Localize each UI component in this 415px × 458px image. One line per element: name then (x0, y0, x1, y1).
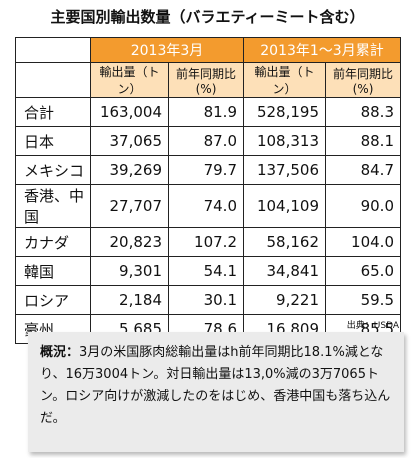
table-row: ロシア 2,184 30.1 9,221 59.5 (15, 285, 401, 315)
country-cell: 日本 (15, 126, 91, 156)
value-cell: 88.3 (325, 97, 401, 127)
value-cell: 34,841 (243, 256, 326, 286)
value-cell: 54.1 (168, 256, 244, 286)
value-cell: 108,313 (243, 126, 326, 156)
source: 出典：USDA (346, 321, 399, 331)
sub-header: 前年同期比(%) (325, 62, 401, 98)
value-cell: 104.0 (325, 227, 401, 257)
table-row: 韓国 9,301 54.1 34,841 65.0 (15, 256, 401, 286)
value-cell: 107.2 (168, 227, 244, 257)
value-cell: 65.0 (325, 256, 401, 286)
summary-text: 3月の米国豚肉総輸出量はh前年同期比18.1%減となり、16万3004トン。対日… (40, 345, 391, 426)
country-cell: 香港、中国 (15, 184, 91, 228)
value-cell: 84.7 (325, 155, 401, 185)
value-cell: 20,823 (90, 227, 169, 257)
value-cell: 74.0 (168, 184, 244, 228)
group-header: 2013年3月 (90, 37, 244, 63)
table-row: カナダ 20,823 107.2 58,162 104.0 (15, 227, 401, 257)
value-cell: 528,195 (243, 97, 326, 127)
table-row: 合計 163,004 81.9 528,195 88.3 (15, 97, 401, 127)
value-cell: 9,221 (243, 285, 326, 315)
value-cell: 2,184 (90, 285, 169, 315)
value-cell: 27,707 (90, 184, 169, 228)
table-row: 日本 37,065 87.0 108,313 88.1 (15, 126, 401, 156)
country-cell: メキシコ (15, 155, 91, 185)
sub-header: 輸出量（トン） (90, 62, 169, 98)
country-cell: 韓国 (15, 256, 91, 286)
value-cell: 59.5 (325, 285, 401, 315)
value-cell: 58,162 (243, 227, 326, 257)
blank-cell (15, 62, 91, 98)
table-body: 合計 163,004 81.9 528,195 88.3 日本 37,065 87.0 108,… (15, 97, 401, 344)
value-cell: 88.1 (325, 126, 401, 156)
value-cell: 79.7 (168, 155, 244, 185)
sub-header-row: 輸出量（トン） 前年同期比(%) 輸出量（トン） 前年同期比(%) (15, 62, 401, 98)
value-cell: 81.9 (168, 97, 244, 127)
table-row: メキシコ 39,269 79.7 137,506 84.7 (15, 155, 401, 185)
group-header-row: 2013年3月 2013年1～3月累計 (15, 37, 401, 63)
title: 主要国別輸出数量（バラエティーミート含む） (50, 8, 365, 26)
group-header: 2013年1～3月累計 (243, 37, 401, 63)
value-cell: 30.1 (168, 285, 244, 315)
value-cell: 104,109 (243, 184, 326, 228)
table-head: 2013年3月 2013年1～3月累計 輸出量（トン） 前年同期比(%) 輸出量… (15, 37, 401, 98)
sub-header: 前年同期比(%) (168, 62, 244, 98)
country-cell: カナダ (15, 227, 91, 257)
summary-box: 概況：3月の米国豚肉総輸出量はh前年同期比18.1%減となり、16万3004トン… (28, 332, 404, 452)
sub-header: 輸出量（トン） (243, 62, 326, 98)
table-row: 香港、中国 27,707 74.0 104,109 90.0 (15, 184, 401, 228)
export-table: 2013年3月 2013年1～3月累計 輸出量（トン） 前年同期比(%) 輸出量… (15, 37, 401, 344)
value-cell: 137,506 (243, 155, 326, 185)
country-cell: ロシア (15, 285, 91, 315)
value-cell: 39,269 (90, 155, 169, 185)
value-cell: 90.0 (325, 184, 401, 228)
country-cell: 合計 (15, 97, 91, 127)
value-cell: 37,065 (90, 126, 169, 156)
summary-label: 概況： (40, 345, 80, 360)
blank-cell (15, 37, 91, 63)
value-cell: 163,004 (90, 97, 169, 127)
value-cell: 87.0 (168, 126, 244, 156)
value-cell: 9,301 (90, 256, 169, 286)
